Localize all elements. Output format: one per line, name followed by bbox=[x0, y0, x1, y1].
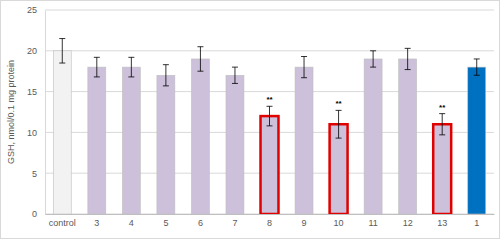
y-tick-label: 25 bbox=[27, 5, 37, 15]
x-tick-label: 1 bbox=[474, 218, 479, 228]
x-tick-label: 6 bbox=[198, 218, 203, 228]
x-tick: 1 bbox=[474, 214, 479, 228]
bar bbox=[295, 67, 313, 214]
significance-label: ** bbox=[439, 103, 446, 112]
bar bbox=[88, 67, 106, 214]
x-tick: 9 bbox=[302, 214, 307, 228]
y-tick: 10 bbox=[27, 128, 45, 138]
y-tick: 0 bbox=[32, 209, 45, 219]
x-tick: 5 bbox=[163, 214, 168, 228]
x-tick-label: 9 bbox=[302, 218, 307, 228]
annotations: ** ** ** bbox=[266, 95, 446, 111]
error-bar bbox=[267, 106, 273, 126]
chart: 0 5 10 15 20 25 control 3 4 5 6 7 8 9 10 11 12 13 1 ** ** ** G… bbox=[0, 0, 500, 239]
error-bar bbox=[336, 110, 342, 138]
error-bar bbox=[163, 65, 169, 86]
x-tick: 10 bbox=[334, 214, 344, 228]
error-bar-path bbox=[301, 57, 307, 78]
error-bar bbox=[439, 114, 445, 135]
error-bar bbox=[94, 57, 100, 77]
error-bar-path bbox=[94, 57, 100, 77]
error-bar-path bbox=[405, 48, 411, 69]
y-tick: 15 bbox=[27, 87, 45, 97]
error-bar bbox=[197, 47, 203, 71]
x-tick: 8 bbox=[267, 214, 272, 228]
x-tick-label: 10 bbox=[334, 218, 344, 228]
bars bbox=[53, 39, 485, 214]
error-bar bbox=[128, 57, 134, 77]
x-tick-label: 5 bbox=[163, 218, 168, 228]
x-tick-label: 13 bbox=[437, 218, 447, 228]
y-tick-label: 10 bbox=[27, 128, 37, 138]
error-bar-path bbox=[370, 51, 376, 67]
error-bar-path bbox=[439, 114, 445, 135]
bar bbox=[399, 59, 417, 214]
x-axis: control 3 4 5 6 7 8 9 10 11 12 13 1 bbox=[46, 214, 495, 228]
y-axis-title: GSH, nmol/0.1 mg protein bbox=[6, 60, 16, 164]
x-tick: 4 bbox=[129, 214, 134, 228]
bar bbox=[122, 67, 140, 214]
error-bar bbox=[370, 51, 376, 67]
x-tick: control bbox=[49, 214, 76, 228]
plot: 0 5 10 15 20 25 control 3 4 5 6 7 8 9 10 11 12 13 1 ** ** ** bbox=[27, 5, 495, 228]
x-tick-label: 7 bbox=[232, 218, 237, 228]
x-tick-label: 11 bbox=[368, 218, 377, 228]
bar bbox=[226, 75, 244, 214]
x-tick: 6 bbox=[198, 214, 203, 228]
y-tick-label: 0 bbox=[32, 209, 37, 219]
y-axis: 0 5 10 15 20 25 bbox=[27, 5, 46, 219]
error-bar-path bbox=[59, 39, 65, 63]
error-bar-path bbox=[197, 47, 203, 71]
error-bar bbox=[59, 39, 65, 63]
grid-line bbox=[45, 50, 494, 51]
y-tick: 20 bbox=[27, 46, 45, 56]
grid-line bbox=[45, 91, 494, 92]
x-tick: 7 bbox=[232, 214, 237, 228]
x-tick: 11 bbox=[368, 214, 377, 228]
bar bbox=[157, 75, 175, 214]
significance-label: ** bbox=[335, 99, 342, 108]
grid-line bbox=[45, 10, 494, 11]
significance-label: ** bbox=[266, 95, 273, 104]
y-axis-line bbox=[45, 11, 46, 215]
error-bar-path bbox=[267, 106, 273, 126]
error-bar-path bbox=[336, 110, 342, 138]
error-bar bbox=[405, 48, 411, 69]
x-tick: 13 bbox=[437, 214, 447, 228]
x-tick: 3 bbox=[94, 214, 99, 228]
x-tick-label: 8 bbox=[267, 218, 272, 228]
bar bbox=[433, 124, 451, 214]
x-tick-label: 3 bbox=[94, 218, 99, 228]
x-tick-label: 12 bbox=[403, 218, 413, 228]
y-tick-label: 15 bbox=[27, 87, 37, 97]
y-tick: 25 bbox=[27, 5, 45, 15]
error-bar-path bbox=[128, 57, 134, 77]
error-bar-path bbox=[232, 67, 238, 83]
bar bbox=[364, 59, 382, 214]
x-tick-label: control bbox=[49, 218, 76, 228]
error-bar-path bbox=[163, 65, 169, 86]
error-bar-path bbox=[474, 59, 480, 75]
x-axis-line bbox=[46, 214, 495, 215]
frame bbox=[1, 1, 500, 239]
bar bbox=[53, 51, 71, 214]
y-tick-label: 20 bbox=[27, 46, 37, 56]
bar bbox=[261, 116, 279, 214]
y-tick: 5 bbox=[32, 169, 45, 179]
grid bbox=[45, 10, 494, 214]
error-bar bbox=[474, 59, 480, 75]
error-bar bbox=[232, 67, 238, 83]
error-bar bbox=[301, 57, 307, 78]
y-tick-label: 5 bbox=[32, 169, 37, 179]
x-tick-label: 4 bbox=[129, 218, 134, 228]
bar bbox=[191, 59, 209, 214]
bar bbox=[468, 67, 486, 214]
x-tick: 12 bbox=[403, 214, 413, 228]
